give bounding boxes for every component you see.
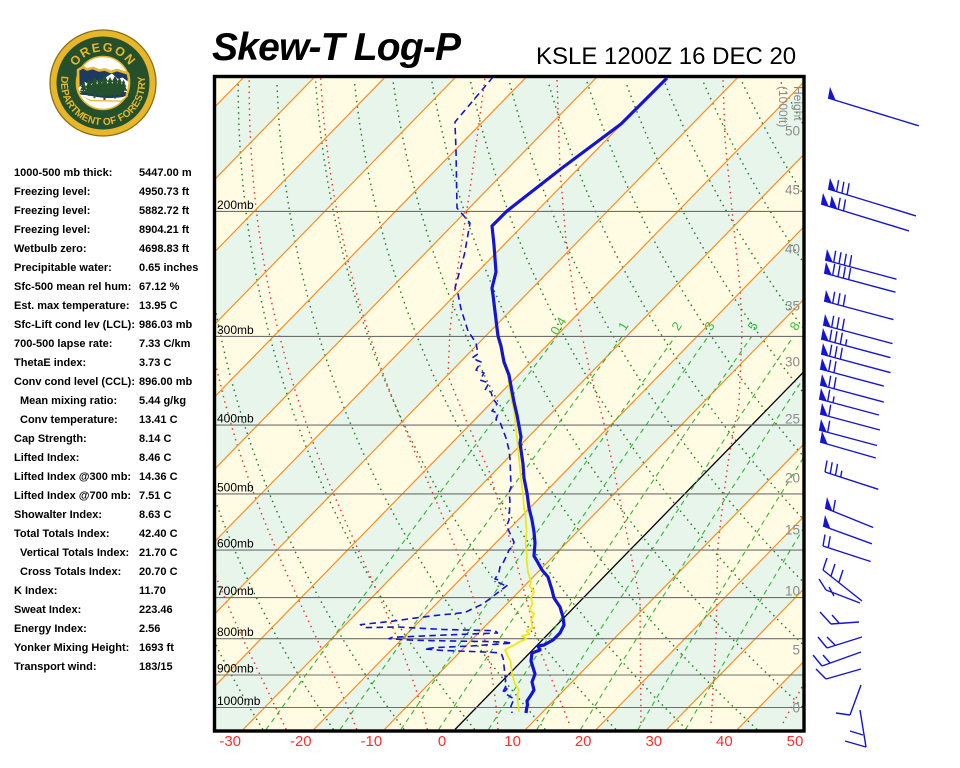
svg-text:35: 35	[785, 299, 800, 314]
svg-text:5: 5	[792, 643, 800, 658]
svg-text:500mb: 500mb	[217, 480, 254, 494]
svg-text:300mb: 300mb	[217, 323, 254, 337]
svg-text:400mb: 400mb	[217, 412, 254, 426]
svg-text:10: 10	[504, 733, 521, 750]
svg-text:900mb: 900mb	[217, 662, 254, 676]
svg-text:700mb: 700mb	[217, 584, 254, 598]
svg-text:-30: -30	[219, 733, 241, 750]
svg-text:-10: -10	[361, 733, 383, 750]
svg-text:30: 30	[785, 355, 800, 370]
svg-text:-20: -20	[290, 733, 312, 750]
svg-text:50: 50	[787, 733, 804, 750]
svg-text:600mb: 600mb	[217, 537, 254, 551]
svg-text:10: 10	[785, 584, 800, 599]
svg-text:40: 40	[785, 242, 800, 257]
svg-text:25: 25	[785, 412, 800, 427]
svg-text:40: 40	[716, 733, 733, 750]
svg-text:30: 30	[645, 733, 662, 750]
svg-text:15: 15	[785, 523, 800, 538]
svg-text:200mb: 200mb	[217, 198, 254, 212]
svg-text:(1000ft): (1000ft)	[776, 86, 790, 127]
svg-text:45: 45	[785, 183, 800, 198]
svg-text:0: 0	[792, 701, 800, 716]
svg-text:1000mb: 1000mb	[217, 694, 261, 708]
svg-text:50: 50	[785, 124, 800, 139]
svg-text:Height: Height	[791, 86, 805, 121]
svg-text:0: 0	[438, 733, 446, 750]
svg-text:800mb: 800mb	[217, 625, 254, 639]
svg-text:20: 20	[785, 471, 800, 486]
svg-text:20: 20	[575, 733, 592, 750]
